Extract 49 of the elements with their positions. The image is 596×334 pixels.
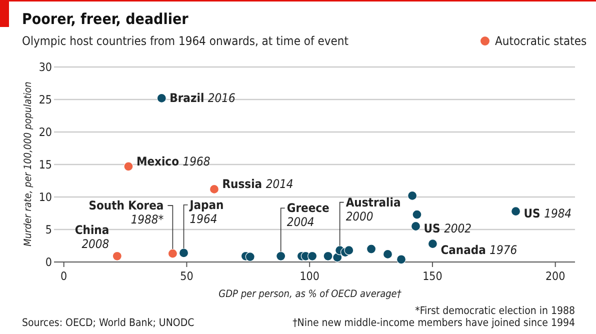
point (410, 221, 421, 232)
point (307, 251, 318, 261)
point (168, 248, 178, 258)
y-tick-label: 0 (45, 255, 52, 269)
x-tick-label: 150 (422, 269, 442, 283)
y-tick-label: 25 (38, 92, 52, 106)
x-tick-label: 0 (60, 269, 68, 283)
point (344, 246, 354, 256)
point (124, 162, 134, 172)
point (382, 249, 393, 259)
point (396, 254, 406, 264)
annotation: Australia 2000 (346, 195, 401, 224)
annotation: China 2008 (74, 223, 110, 252)
x-tick-label: 50 (180, 269, 194, 283)
point (323, 251, 333, 261)
y-tick-label: 20 (38, 125, 52, 139)
point (428, 239, 438, 249)
point (412, 210, 422, 220)
y-tick-label: 5 (45, 222, 52, 236)
annotation: US 2002 (424, 221, 472, 236)
source-note: Sources: OECD; World Bank; UNODC (22, 317, 195, 329)
legend-label: Autocratic states (495, 34, 587, 48)
point (156, 93, 166, 103)
y-axis-title: Murder rate, per 100,000 population (23, 81, 34, 246)
text: †Nine new middle-income members have joined since 1994 (292, 317, 575, 329)
annotation: Greece 2004 (286, 201, 330, 230)
x-tick-label: 100 (300, 269, 320, 283)
text: *First democratic election in 1988 (415, 305, 575, 317)
point (178, 248, 189, 258)
annotation: Brazil 2016 (170, 91, 236, 106)
annotation: US 1984 (524, 206, 572, 220)
y-tick-label: 15 (38, 158, 52, 172)
point (112, 251, 122, 261)
point (366, 244, 376, 254)
x-axis-title: GDP per person, as % of OECD average† (218, 289, 402, 300)
y-tick-label: 10 (38, 190, 52, 204)
chart-subtitle: Olympic host countries from 1964 onwards, at time of event (22, 34, 348, 48)
chart-title: Poorer, freer, deadlier (22, 10, 189, 28)
point (408, 190, 418, 200)
point (510, 206, 521, 216)
x-tick-label: 200 (545, 269, 566, 283)
annotation: Russia 2014 (222, 177, 294, 192)
y-tick-label: 30 (38, 60, 52, 74)
point (245, 252, 255, 262)
point (209, 184, 220, 194)
annotation: Mexico 1968 (136, 154, 210, 168)
annotation: Canada 1976 (440, 242, 518, 257)
point (276, 251, 286, 261)
annotation: Japan 1964 (188, 198, 224, 226)
